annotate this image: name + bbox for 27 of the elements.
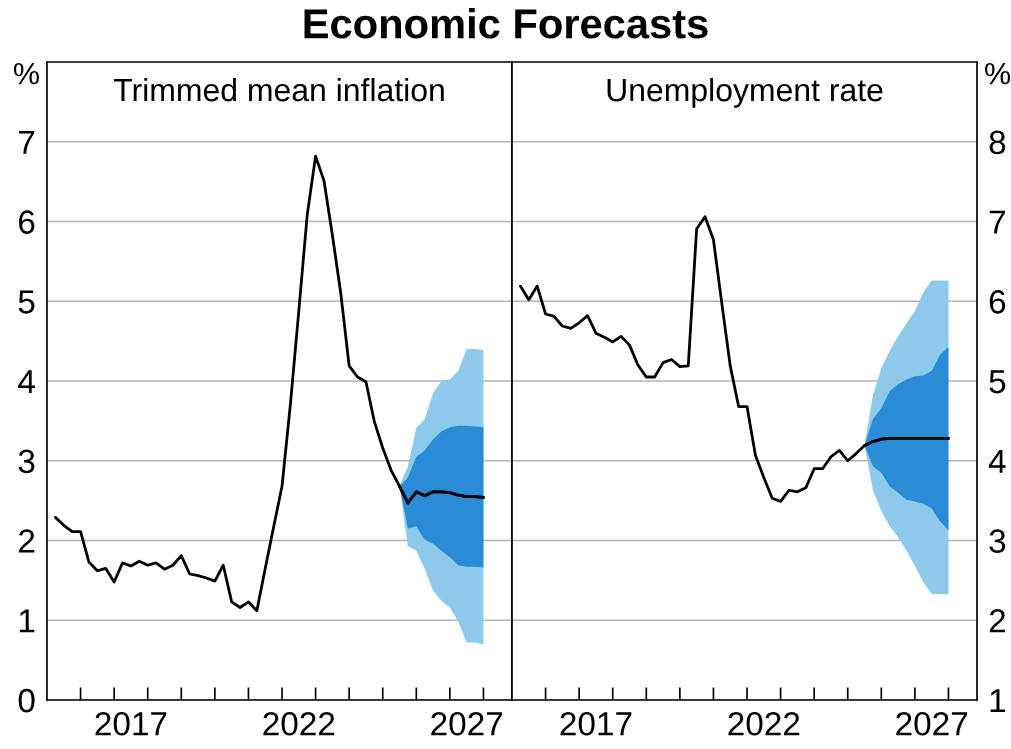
y2-tick-label: 8	[989, 130, 1006, 155]
x-tick-label: 2027	[431, 711, 503, 736]
y-tick-label: 6	[19, 210, 35, 234]
chart-title: Trimmed mean inflation	[113, 77, 444, 102]
text: Economic Forecasts	[304, 8, 708, 39]
x-tick-label: 2022	[263, 711, 335, 736]
x-tick-label: 2027	[896, 711, 968, 736]
y-axis-title: %	[13, 62, 39, 85]
chart-title: Unemployment rate	[607, 77, 883, 108]
y2-axis-title: %	[985, 62, 1011, 85]
y2-tick-label: 3	[989, 529, 1006, 553]
x-tick-label: 2017	[560, 711, 632, 736]
x-tick-label: 2017	[95, 711, 167, 736]
y-tick-label: 3	[18, 449, 35, 474]
y2-tick-label: 4	[988, 449, 1006, 473]
y2-tick-label: 7	[989, 210, 1005, 234]
y-tick-label: 5	[18, 290, 35, 314]
y2-tick-label: 5	[989, 370, 1006, 394]
y-tick-label: 1	[19, 609, 35, 633]
x-tick-label: 2022	[728, 711, 800, 736]
y-tick-label: 2	[19, 529, 35, 553]
y-tick-label: 7	[19, 130, 35, 154]
y-tick-label: 4	[18, 370, 35, 394]
y-tick-label: 0	[18, 688, 35, 713]
y2-tick-label: 6	[989, 290, 1006, 314]
y2-tick-label: 1	[990, 689, 1006, 713]
y2-tick-label: 2	[989, 609, 1005, 633]
